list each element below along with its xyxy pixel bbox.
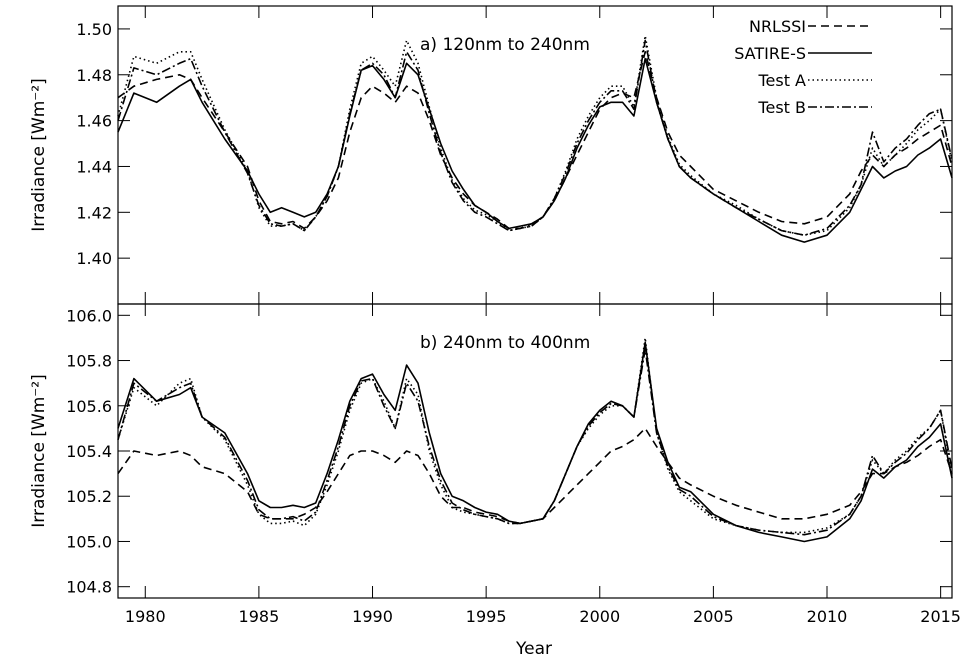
series-line-nrlssi [117,427,953,525]
y-tick-label: 104.8 [66,578,112,597]
x-tick-label: 1980 [125,607,166,626]
panel-title: b) 240nm to 400nm [420,333,590,353]
y-tick-label: 105.6 [66,397,112,416]
panel-title: a) 120nm to 240nm [420,35,590,55]
panel-b-240-400nm: 104.8 105.0 105.2 105.4 105.6 105.8 106.0 1980 1… [29,303,961,626]
legend-label: Test A [757,71,806,90]
x-tick-label: 1995 [466,607,507,626]
y-tick-label: 1.40 [76,249,112,268]
series-line-test-a [117,337,953,534]
y-tick-label: 106.0 [66,306,112,325]
y-tick-label: 105.0 [66,532,112,551]
y-tick-label: 105.8 [66,352,112,371]
y-tick-label: 1.44 [76,157,112,176]
x-tick-label: 2010 [807,607,848,626]
y-axis-title: Irradiance [Wm⁻²] [29,78,49,231]
series-line-nrlssi [117,50,953,230]
y-tick-label: 1.48 [76,66,112,85]
y-tick-label: 105.2 [66,487,112,506]
series-line-test-a [117,34,953,236]
x-tick-label: 2005 [693,607,734,626]
legend-label: NRLSSI [749,17,806,36]
series-line-test-b [117,348,953,536]
panel-a-120-240nm: 1.40 1.42 1.44 1.46 1.48 1.50 Irradiance [Wm⁻²… [29,5,953,305]
legend-label: Test B [757,98,806,117]
y-tick-label: 1.42 [76,203,112,222]
legend-label: SATIRE-S [734,44,806,63]
y-tick-label: 1.50 [76,20,112,39]
series-line-test-b [117,39,953,236]
series-line-satire-s [117,341,953,543]
x-tick-label: 2000 [579,607,620,626]
x-axis-title: Year [515,639,552,659]
series-line-satire-s [117,57,953,243]
x-tick-label: 1985 [239,607,280,626]
legend: NRLSSI SATIRE-S Test A Test B [734,17,872,117]
y-tick-label: 105.4 [66,442,112,461]
y-axis-title: Irradiance [Wm⁻²] [29,374,49,527]
x-tick-label: 1990 [352,607,393,626]
y-tick-label: 1.46 [76,112,112,131]
x-tick-label: 2015 [920,607,961,626]
